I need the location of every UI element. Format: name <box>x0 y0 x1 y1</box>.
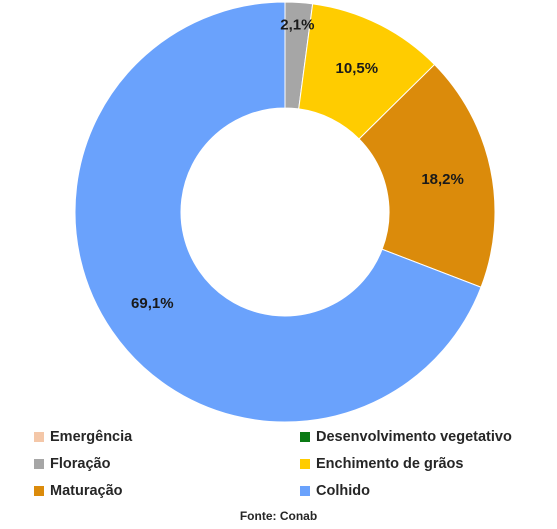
legend-item-colhido: Colhido <box>300 481 554 500</box>
legend-label-colhido: Colhido <box>316 482 370 499</box>
legend-label-maturacao: Maturação <box>50 482 123 499</box>
legend-swatch-emergencia <box>34 431 44 442</box>
legend-label-floracao: Floração <box>50 455 111 472</box>
data-label-enchimento-de-graos: 10,5% <box>336 60 379 77</box>
slice-maturacao <box>358 63 496 288</box>
legend: Emergência Desenvolvimento vegetativo Fl… <box>34 427 554 500</box>
legend-item-emergencia: Emergência <box>34 427 300 446</box>
legend-label-desenvolvimento-vegetativo: Desenvolvimento vegetativo <box>316 428 512 445</box>
data-labels: 2,1% 10,5% 18,2% 69,1% <box>131 16 464 312</box>
donut-slices <box>74 1 496 423</box>
legend-swatch-desenvolvimento-vegetativo <box>300 431 310 442</box>
legend-swatch-floracao <box>34 458 44 469</box>
legend-swatch-maturacao <box>34 485 44 496</box>
legend-swatch-enchimento-de-graos <box>300 458 310 469</box>
slice-colhido <box>74 1 482 423</box>
legend-swatch-colhido <box>300 485 310 496</box>
legend-item-maturacao: Maturação <box>34 481 300 500</box>
source-note: Fonte: Conab <box>239 509 318 523</box>
data-label-colhido: 69,1% <box>131 295 174 312</box>
legend-item-floracao: Floração <box>34 454 300 473</box>
data-label-floracao: 2,1% <box>280 16 314 33</box>
data-label-maturacao: 18,2% <box>421 171 464 188</box>
legend-item-desenvolvimento-vegetativo: Desenvolvimento vegetativo <box>300 427 554 446</box>
legend-label-enchimento-de-graos: Enchimento de grãos <box>316 455 464 472</box>
legend-item-enchimento-de-graos: Enchimento de grãos <box>300 454 554 473</box>
legend-label-emergencia: Emergência <box>50 428 133 445</box>
